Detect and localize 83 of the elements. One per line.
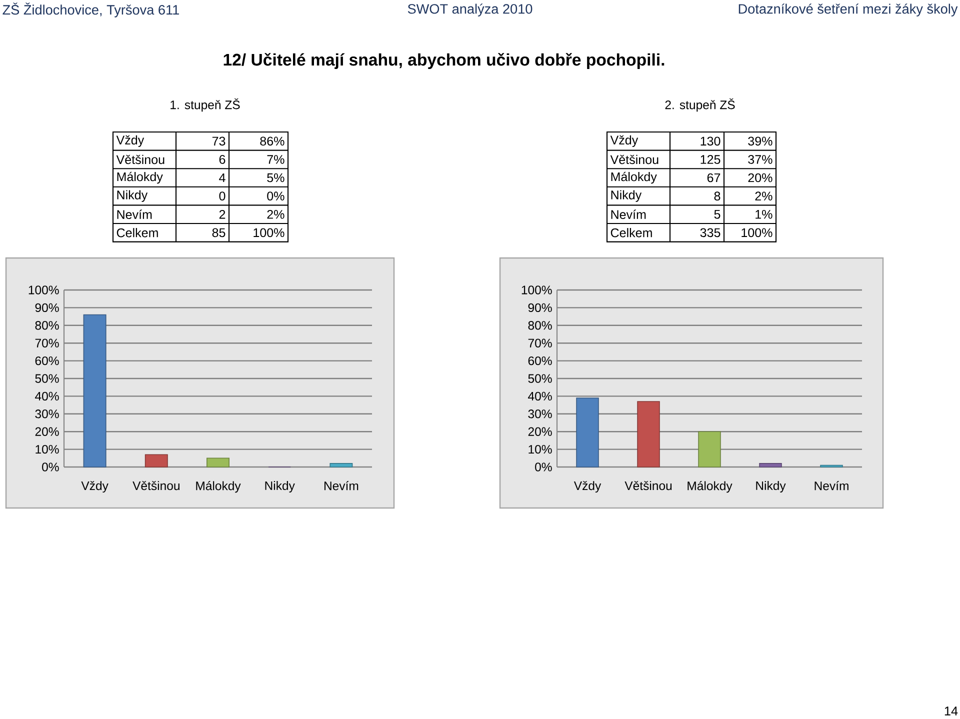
category-label: Většinou <box>116 154 164 164</box>
bar <box>637 401 660 468</box>
x-tick-label: Málokdy <box>688 481 732 493</box>
text: SWOT analýza 2010 <box>408 4 532 16</box>
y-tick-label: 40% <box>528 392 552 401</box>
text: 12/ Učitelé mají snahu, abychom učivo dobře pochopili. <box>224 52 664 70</box>
data-label: 0 <box>219 192 226 200</box>
data-label: 100% <box>254 228 284 238</box>
y-tick-label: 80% <box>35 321 59 330</box>
y-tick-label: 70% <box>35 338 59 348</box>
category-label: Nikdy <box>117 190 148 202</box>
bar <box>759 463 782 468</box>
data-label: 100% <box>742 228 772 238</box>
data-label: 2% <box>267 210 284 219</box>
y-tick-label: 10% <box>528 444 552 454</box>
y-tick-label: 20% <box>35 427 59 436</box>
bar <box>698 431 721 468</box>
category-label: Málokdy <box>117 172 163 184</box>
data-label: 67 <box>707 173 720 182</box>
data-label: 86% <box>260 136 284 146</box>
y-tick-label: 70% <box>528 338 552 348</box>
bar <box>83 314 106 468</box>
bar <box>206 458 230 468</box>
text: ZŠ Židlochovice, Tyršova 611 <box>2 2 179 18</box>
category-label: Vždy <box>116 135 144 147</box>
y-tick-label: 30% <box>528 410 552 418</box>
category-label: Celkem <box>610 228 652 238</box>
category-label: Nevím <box>117 210 152 220</box>
y-tick-label: 20% <box>528 427 552 436</box>
data-label: 0% <box>267 192 284 200</box>
y-tick-label: 40% <box>35 392 59 401</box>
data-label: 1% <box>756 210 772 219</box>
y-tick-label: 100% <box>28 286 59 294</box>
data-label: 2 <box>219 210 226 219</box>
data-label: 130 <box>700 136 720 146</box>
data-label: 4 <box>219 173 226 182</box>
x-tick-label: Nikdy <box>265 481 295 492</box>
x-tick-label: Málokdy <box>196 481 241 493</box>
data-label: 85 <box>212 228 226 238</box>
data-label: 5 <box>714 210 720 219</box>
y-tick-label: 80% <box>528 321 552 330</box>
text: 14 <box>944 706 958 716</box>
y-tick-label: 30% <box>35 410 59 418</box>
data-label: 6 <box>219 155 226 164</box>
x-tick-label: Většinou <box>132 481 180 490</box>
text: 2. stupeň ZŠ <box>665 98 735 112</box>
y-tick-label: 60% <box>35 356 59 366</box>
data-label: 39% <box>748 136 772 146</box>
x-tick-label: Nevím <box>324 481 358 490</box>
bar <box>330 463 353 468</box>
text: Dotazníkové šetření mezi žáky školy <box>738 4 958 16</box>
bar <box>144 454 168 468</box>
x-tick-label: Vždy <box>81 481 108 493</box>
category-label: Vždy <box>610 135 638 147</box>
category-label: Nevím <box>611 210 646 220</box>
data-label: 37% <box>748 155 772 164</box>
data-label: 5% <box>267 173 284 182</box>
y-tick-label: 0% <box>42 462 59 472</box>
data-label: 20% <box>748 173 772 182</box>
category-label: Málokdy <box>611 172 657 184</box>
y-tick-label: 60% <box>528 356 552 366</box>
data-label: 8 <box>714 192 720 200</box>
y-tick-label: 90% <box>528 303 552 312</box>
category-label: Celkem <box>116 228 158 238</box>
y-tick-label: 100% <box>522 286 552 294</box>
data-label: 2% <box>755 192 772 200</box>
x-tick-label: Většinou <box>624 481 672 490</box>
data-label: 125 <box>700 155 720 164</box>
data-label: 7% <box>267 155 284 164</box>
data-label: 335 <box>700 228 720 238</box>
category-label: Většinou <box>610 154 658 164</box>
x-tick-label: Nevím <box>814 481 848 490</box>
x-tick-label: Vždy <box>574 481 602 493</box>
y-tick-label: 50% <box>528 374 552 383</box>
y-tick-label: 10% <box>36 444 59 454</box>
y-tick-label: 0% <box>535 462 552 472</box>
data-label: 73 <box>212 136 226 146</box>
y-tick-label: 50% <box>35 374 59 383</box>
y-tick-label: 90% <box>35 303 59 312</box>
bar <box>576 398 599 468</box>
category-label: Nikdy <box>611 190 642 202</box>
x-tick-label: Nikdy <box>756 481 786 492</box>
text: 1. stupeň ZŠ <box>170 98 240 112</box>
